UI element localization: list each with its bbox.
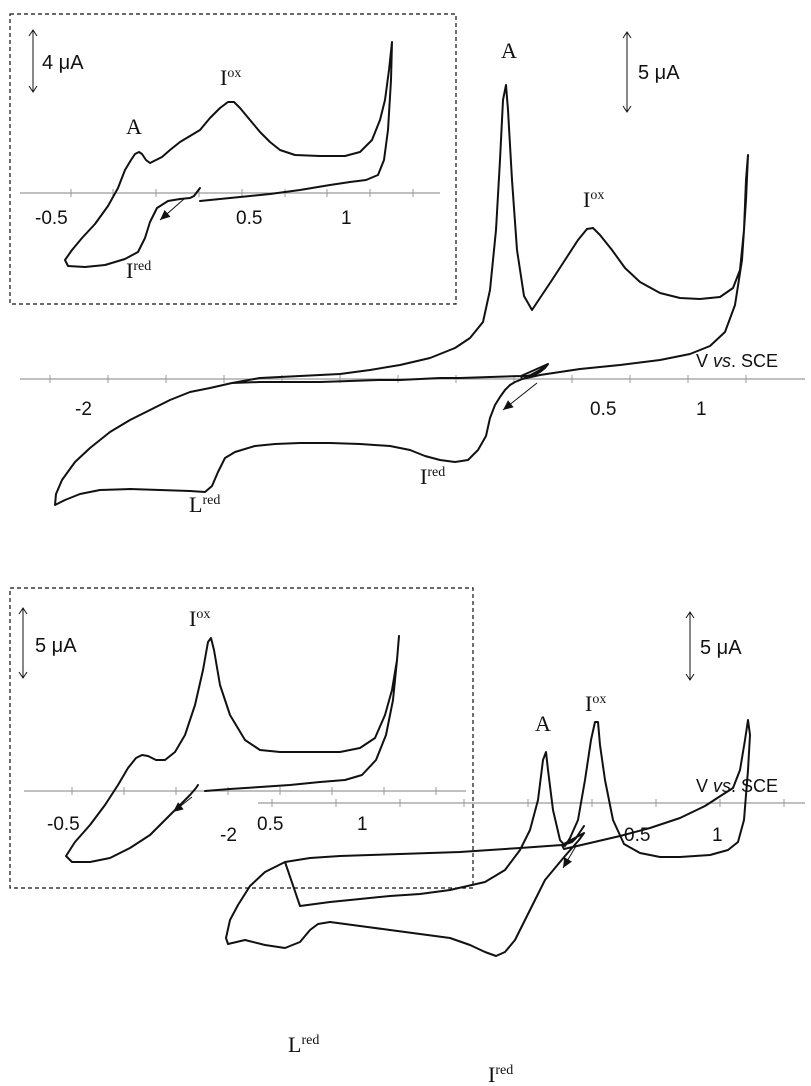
top-inset-tick-label: 1 xyxy=(341,208,352,229)
top-inset-cv-curve xyxy=(64,41,393,268)
bottom-inset-tick-label: 1 xyxy=(357,814,368,835)
top-inset-tick-label: 0.5 xyxy=(236,208,262,229)
top-main-tick-label: -2 xyxy=(75,399,92,420)
top-inset-scale-label: 4 μA xyxy=(42,52,84,74)
bottom-main-x-axis-label: V vs. SCE xyxy=(696,776,778,796)
top-main-sweep-arrow xyxy=(502,382,538,411)
top-main-peak-Ired: Ired xyxy=(420,464,445,489)
bottom-inset-scale-label: 5 μA xyxy=(35,635,77,657)
bottom-inset-tick-label: -0.5 xyxy=(47,814,80,835)
top-main-tick-label: 0.5 xyxy=(590,399,616,420)
bottom-inset-box xyxy=(9,587,474,889)
top-main-peak-A: A xyxy=(501,38,517,63)
bottom-inset-cv-curve xyxy=(65,635,400,863)
top-inset-box xyxy=(9,13,457,305)
top-main-scale-label: 5 μA xyxy=(638,62,680,84)
bottom-main-scale-label: 5 μA xyxy=(700,637,742,659)
bottom-main-tick-label: -2 xyxy=(220,825,237,846)
bottom-inset-peak-Iox: Iox xyxy=(189,606,210,631)
bottom-inset-ticks xyxy=(71,787,437,795)
bottom-main-peak-A: A xyxy=(535,711,551,736)
top-main-peak-Lred: Lred xyxy=(189,492,220,517)
top-main-cv-curve xyxy=(54,84,749,506)
top-inset-tick-label: -0.5 xyxy=(35,208,68,229)
top-main-scale-bar xyxy=(622,31,632,113)
bottom-main-sweep-arrow xyxy=(562,845,577,869)
top-main-peak-Iox: Iox xyxy=(583,187,604,212)
bottom-main-ticks xyxy=(271,799,785,807)
bottom-inset-scale-bar xyxy=(18,607,28,679)
bottom-main-cv-curve xyxy=(225,719,751,957)
bottom-main-scale-bar xyxy=(685,611,695,681)
top-inset-peak-Ired: Ired xyxy=(126,258,151,283)
bottom-main-peak-Lred: Lred xyxy=(288,1032,319,1057)
top-main-tick-label: 1 xyxy=(696,399,707,420)
top-inset-sweep-arrow xyxy=(159,198,185,221)
bottom-main-tick-label: 1 xyxy=(712,825,723,846)
bottom-inset-sweep-arrow xyxy=(172,796,193,813)
top-inset-scale-bar xyxy=(28,29,38,93)
top-inset-peak-Iox: Iox xyxy=(220,65,241,90)
bottom-main-peak-Iox: Iox xyxy=(585,691,606,716)
top-inset-peak-A: A xyxy=(126,114,142,139)
top-main-x-axis-label: V vs. SCE xyxy=(696,351,778,371)
bottom-inset-tick-label: 0.5 xyxy=(257,814,283,835)
bottom-main-peak-Ired: Ired xyxy=(488,1062,513,1086)
